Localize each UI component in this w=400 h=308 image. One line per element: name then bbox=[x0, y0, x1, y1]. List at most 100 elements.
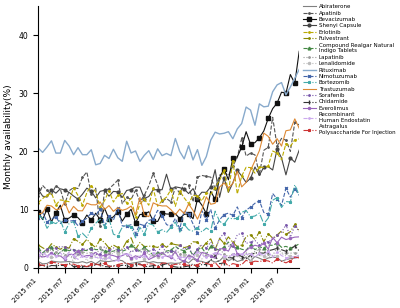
Lapatinib bbox=[275, 245, 280, 249]
Lenalidomide bbox=[84, 259, 89, 263]
Apatinib bbox=[270, 116, 275, 119]
Compound Realgar Natural Indigo Tablets bbox=[116, 248, 120, 251]
Line: Trastuzumab: Trastuzumab bbox=[38, 119, 299, 219]
Everolimus bbox=[124, 252, 129, 255]
Line: Fulvestrant: Fulvestrant bbox=[37, 223, 300, 251]
Line: Lenalidomide: Lenalidomide bbox=[37, 251, 300, 263]
Lenalidomide bbox=[204, 252, 209, 256]
Shenyi Capsule bbox=[116, 190, 120, 194]
Rituximab bbox=[102, 153, 107, 157]
Apatinib bbox=[98, 225, 102, 228]
Shenyi Capsule bbox=[204, 191, 209, 194]
Erlotinib bbox=[124, 201, 129, 205]
Apatinib bbox=[129, 197, 134, 201]
Everolimus bbox=[182, 259, 186, 263]
Nimotuzumab bbox=[80, 219, 85, 223]
Legend: Abiraterone, Apatinib, Bevacizumab, Shenyi Capsule, Erlotinib, Fulvestrant, Comp: Abiraterone, Apatinib, Bevacizumab, Shen… bbox=[302, 4, 396, 136]
Trastuzumab bbox=[297, 126, 302, 130]
Shenyi Capsule bbox=[124, 188, 129, 192]
Everolimus bbox=[80, 255, 85, 259]
Erlotinib bbox=[120, 192, 125, 195]
Shenyi Capsule bbox=[106, 194, 111, 198]
Sorafenib bbox=[76, 254, 80, 258]
Lenalidomide bbox=[244, 250, 248, 254]
Apatinib bbox=[297, 123, 302, 127]
Rituximab bbox=[120, 160, 125, 163]
Everolimus bbox=[36, 253, 40, 257]
Line: Bortezomib: Bortezomib bbox=[37, 184, 300, 239]
Compound Realgar Natural Indigo Tablets bbox=[297, 242, 302, 246]
Sorafenib bbox=[116, 248, 120, 252]
Fulvestrant bbox=[129, 236, 134, 240]
Bortezomib bbox=[292, 183, 297, 187]
Bevacizumab bbox=[124, 213, 129, 216]
Lapatinib bbox=[80, 250, 85, 253]
Chidamide bbox=[102, 265, 107, 269]
Line: Recombinant Human Endostatin: Recombinant Human Endostatin bbox=[37, 250, 300, 263]
Apatinib bbox=[116, 178, 120, 182]
Lapatinib bbox=[111, 249, 116, 253]
Chidamide bbox=[80, 265, 85, 269]
Everolimus bbox=[120, 254, 125, 257]
Nimotuzumab bbox=[297, 193, 302, 197]
Astragalus Polysaccharide For Injection bbox=[80, 263, 85, 267]
Bevacizumab bbox=[111, 215, 116, 219]
Nimotuzumab bbox=[133, 232, 138, 235]
Compound Realgar Natural Indigo Tablets bbox=[54, 254, 58, 258]
Rituximab bbox=[124, 139, 129, 143]
Line: Everolimus: Everolimus bbox=[37, 236, 300, 262]
Line: Nimotuzumab: Nimotuzumab bbox=[37, 187, 300, 235]
Shenyi Capsule bbox=[76, 197, 80, 201]
Abiraterone bbox=[222, 254, 226, 258]
Recombinant Human Endostatin bbox=[36, 253, 40, 257]
Trastuzumab bbox=[80, 209, 85, 213]
Compound Realgar Natural Indigo Tablets bbox=[36, 246, 40, 250]
Lenalidomide bbox=[106, 257, 111, 261]
Sorafenib bbox=[204, 246, 209, 250]
Compound Realgar Natural Indigo Tablets bbox=[129, 244, 134, 247]
Fulvestrant bbox=[292, 223, 297, 226]
Compound Realgar Natural Indigo Tablets bbox=[124, 248, 129, 251]
Bevacizumab bbox=[102, 206, 107, 210]
Bortezomib bbox=[133, 236, 138, 240]
Apatinib bbox=[204, 175, 209, 178]
Y-axis label: Monthly availability(%): Monthly availability(%) bbox=[4, 85, 13, 189]
Shenyi Capsule bbox=[84, 186, 89, 190]
Astragalus Polysaccharide For Injection bbox=[111, 265, 116, 268]
Rituximab bbox=[200, 164, 204, 167]
Bortezomib bbox=[124, 223, 129, 227]
Rituximab bbox=[297, 67, 302, 71]
Lapatinib bbox=[120, 251, 125, 254]
Abiraterone bbox=[129, 261, 134, 265]
Fulvestrant bbox=[36, 243, 40, 247]
Lenalidomide bbox=[71, 260, 76, 264]
Line: Astragalus Polysaccharide For Injection: Astragalus Polysaccharide For Injection bbox=[37, 256, 300, 269]
Lapatinib bbox=[36, 249, 40, 253]
Lenalidomide bbox=[297, 254, 302, 258]
Line: Abiraterone: Abiraterone bbox=[38, 256, 299, 264]
Compound Realgar Natural Indigo Tablets bbox=[204, 252, 209, 256]
Fulvestrant bbox=[106, 246, 111, 250]
Astragalus Polysaccharide For Injection bbox=[120, 262, 125, 265]
Lapatinib bbox=[239, 257, 244, 261]
Abiraterone bbox=[80, 260, 85, 263]
Erlotinib bbox=[80, 203, 85, 207]
Nimotuzumab bbox=[120, 224, 125, 228]
Line: Compound Realgar Natural Indigo Tablets: Compound Realgar Natural Indigo Tablets bbox=[37, 241, 300, 257]
Apatinib bbox=[36, 194, 40, 198]
Trastuzumab bbox=[195, 217, 200, 221]
Compound Realgar Natural Indigo Tablets bbox=[106, 249, 111, 253]
Fulvestrant bbox=[204, 241, 209, 245]
Abiraterone bbox=[124, 262, 129, 266]
Bortezomib bbox=[204, 226, 209, 230]
Bortezomib bbox=[36, 214, 40, 218]
Line: Rituximab: Rituximab bbox=[38, 69, 299, 165]
Erlotinib bbox=[133, 215, 138, 219]
Apatinib bbox=[124, 196, 129, 199]
Lenalidomide bbox=[129, 257, 134, 261]
Trastuzumab bbox=[292, 117, 297, 121]
Lapatinib bbox=[200, 251, 204, 255]
Bevacizumab bbox=[133, 221, 138, 225]
Compound Realgar Natural Indigo Tablets bbox=[226, 240, 231, 244]
Erlotinib bbox=[111, 200, 116, 204]
